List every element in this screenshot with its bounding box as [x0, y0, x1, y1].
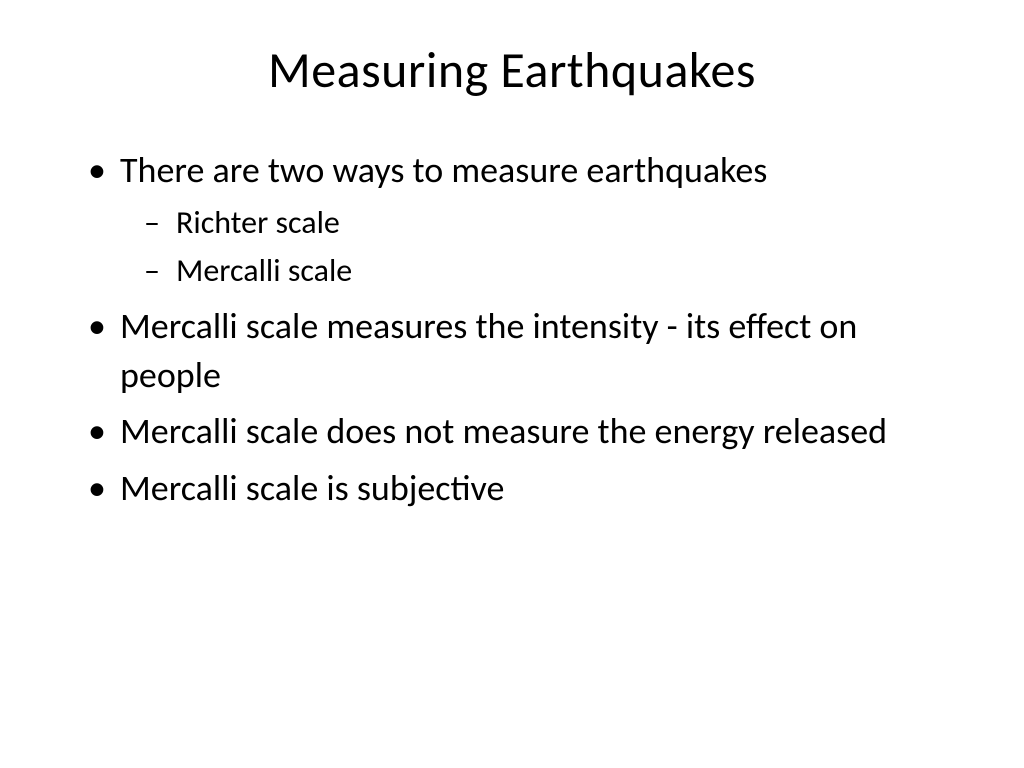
bullet-list-level1: There are two ways to measure earthquake… [80, 146, 954, 513]
bullet-text: Mercalli scale measures the intensity - … [120, 304, 857, 397]
bullet-text: There are two ways to measure earthquake… [120, 148, 767, 192]
bullet-item: There are two ways to measure earthquake… [80, 146, 954, 294]
bullet-text: Mercalli scale is subjective [120, 466, 504, 510]
slide-container: Measuring Earthquakes There are two ways… [0, 0, 1024, 768]
sub-bullet-text: Richter scale [176, 203, 340, 242]
slide-title: Measuring Earthquakes [70, 40, 954, 101]
bullet-item: Mercalli scale measures the intensity - … [80, 302, 954, 399]
bullet-item: Mercalli scale is subjective [80, 464, 954, 513]
sub-bullet-item: Mercalli scale [140, 249, 954, 294]
sub-bullet-item: Richter scale [140, 201, 954, 246]
slide-content: There are two ways to measure earthquake… [70, 146, 954, 513]
bullet-item: Mercalli scale does not measure the ener… [80, 407, 954, 456]
bullet-list-level2: Richter scale Mercalli scale [120, 201, 954, 295]
sub-bullet-text: Mercalli scale [176, 251, 352, 290]
bullet-text: Mercalli scale does not measure the ener… [120, 409, 887, 453]
